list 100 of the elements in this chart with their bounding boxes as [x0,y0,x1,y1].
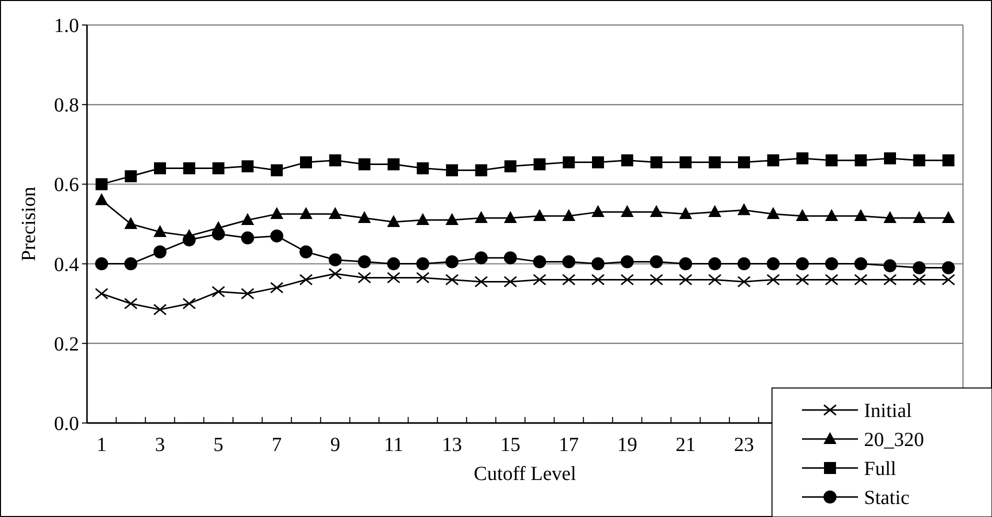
point [592,156,604,168]
point [240,288,254,300]
point [270,207,284,220]
point [329,154,342,166]
point [534,158,546,170]
point [241,213,254,226]
point [533,209,546,222]
point [474,211,488,224]
legend-label: Static [864,487,910,509]
x-tick-label: 3 [155,434,165,456]
point [562,156,575,168]
point [678,274,692,286]
point [912,274,926,286]
point [300,207,312,220]
x-tick-label: 21 [676,434,696,456]
point [942,154,954,166]
point [621,154,634,166]
point [708,156,721,168]
point [154,162,166,174]
point [475,164,488,176]
point [416,257,430,270]
point [474,251,488,264]
point [270,164,283,176]
point [650,274,664,286]
point [504,211,517,224]
point [328,253,342,266]
x-axis-title: Cutoff Level [474,463,577,485]
point [124,170,137,182]
point [212,286,226,298]
point [883,274,897,286]
point [942,261,955,274]
point [650,156,662,168]
point [591,274,605,286]
point [620,274,634,286]
point [562,274,576,286]
point [562,255,576,268]
point [650,255,663,268]
point [708,274,722,286]
point [912,211,926,224]
point [737,276,751,288]
point [300,245,312,258]
point [416,162,429,174]
point [416,213,430,226]
y-tick-label: 0.8 [54,94,79,117]
point [388,158,400,170]
point [386,272,400,284]
point [738,257,750,270]
point [796,209,809,222]
point [446,255,458,268]
point [854,274,868,286]
point [884,211,896,224]
y-axis-title: Precision [18,186,40,262]
point [328,207,342,220]
legend-label: Initial [864,400,912,422]
point [95,257,108,270]
point [767,154,780,166]
point [124,298,138,310]
point [124,257,138,270]
point [183,162,196,174]
point [474,276,488,288]
point [679,257,692,270]
point [504,276,518,288]
y-tick-label: 1.0 [54,15,79,37]
point [124,217,138,229]
point [532,274,546,286]
point [884,259,896,272]
point [182,298,196,310]
point [912,261,926,274]
point [328,268,342,280]
point [358,272,372,284]
point [680,156,692,168]
point [270,282,284,294]
point [766,257,780,270]
point [854,257,868,270]
point [738,156,750,168]
point [387,215,400,228]
point [299,274,313,286]
x-tick-label: 15 [500,434,520,456]
point [796,257,809,270]
legend-label: 20_320 [864,429,924,451]
x-tick-label: 1 [96,434,107,456]
point [854,154,867,166]
point [154,245,166,258]
point [533,255,546,268]
point [445,274,459,286]
point [212,162,224,174]
point [942,211,955,224]
legend-label: Full [864,458,897,480]
x-tick-label: 7 [272,434,282,456]
point [796,152,808,164]
y-tick-label: 0.2 [54,333,79,356]
point [182,233,196,246]
point [854,209,868,222]
point [650,205,663,218]
point [446,213,458,226]
point [708,205,722,218]
point [241,231,254,244]
point [738,203,750,216]
x-tick-label: 5 [213,434,224,456]
y-tick-label: 0.4 [54,254,79,276]
